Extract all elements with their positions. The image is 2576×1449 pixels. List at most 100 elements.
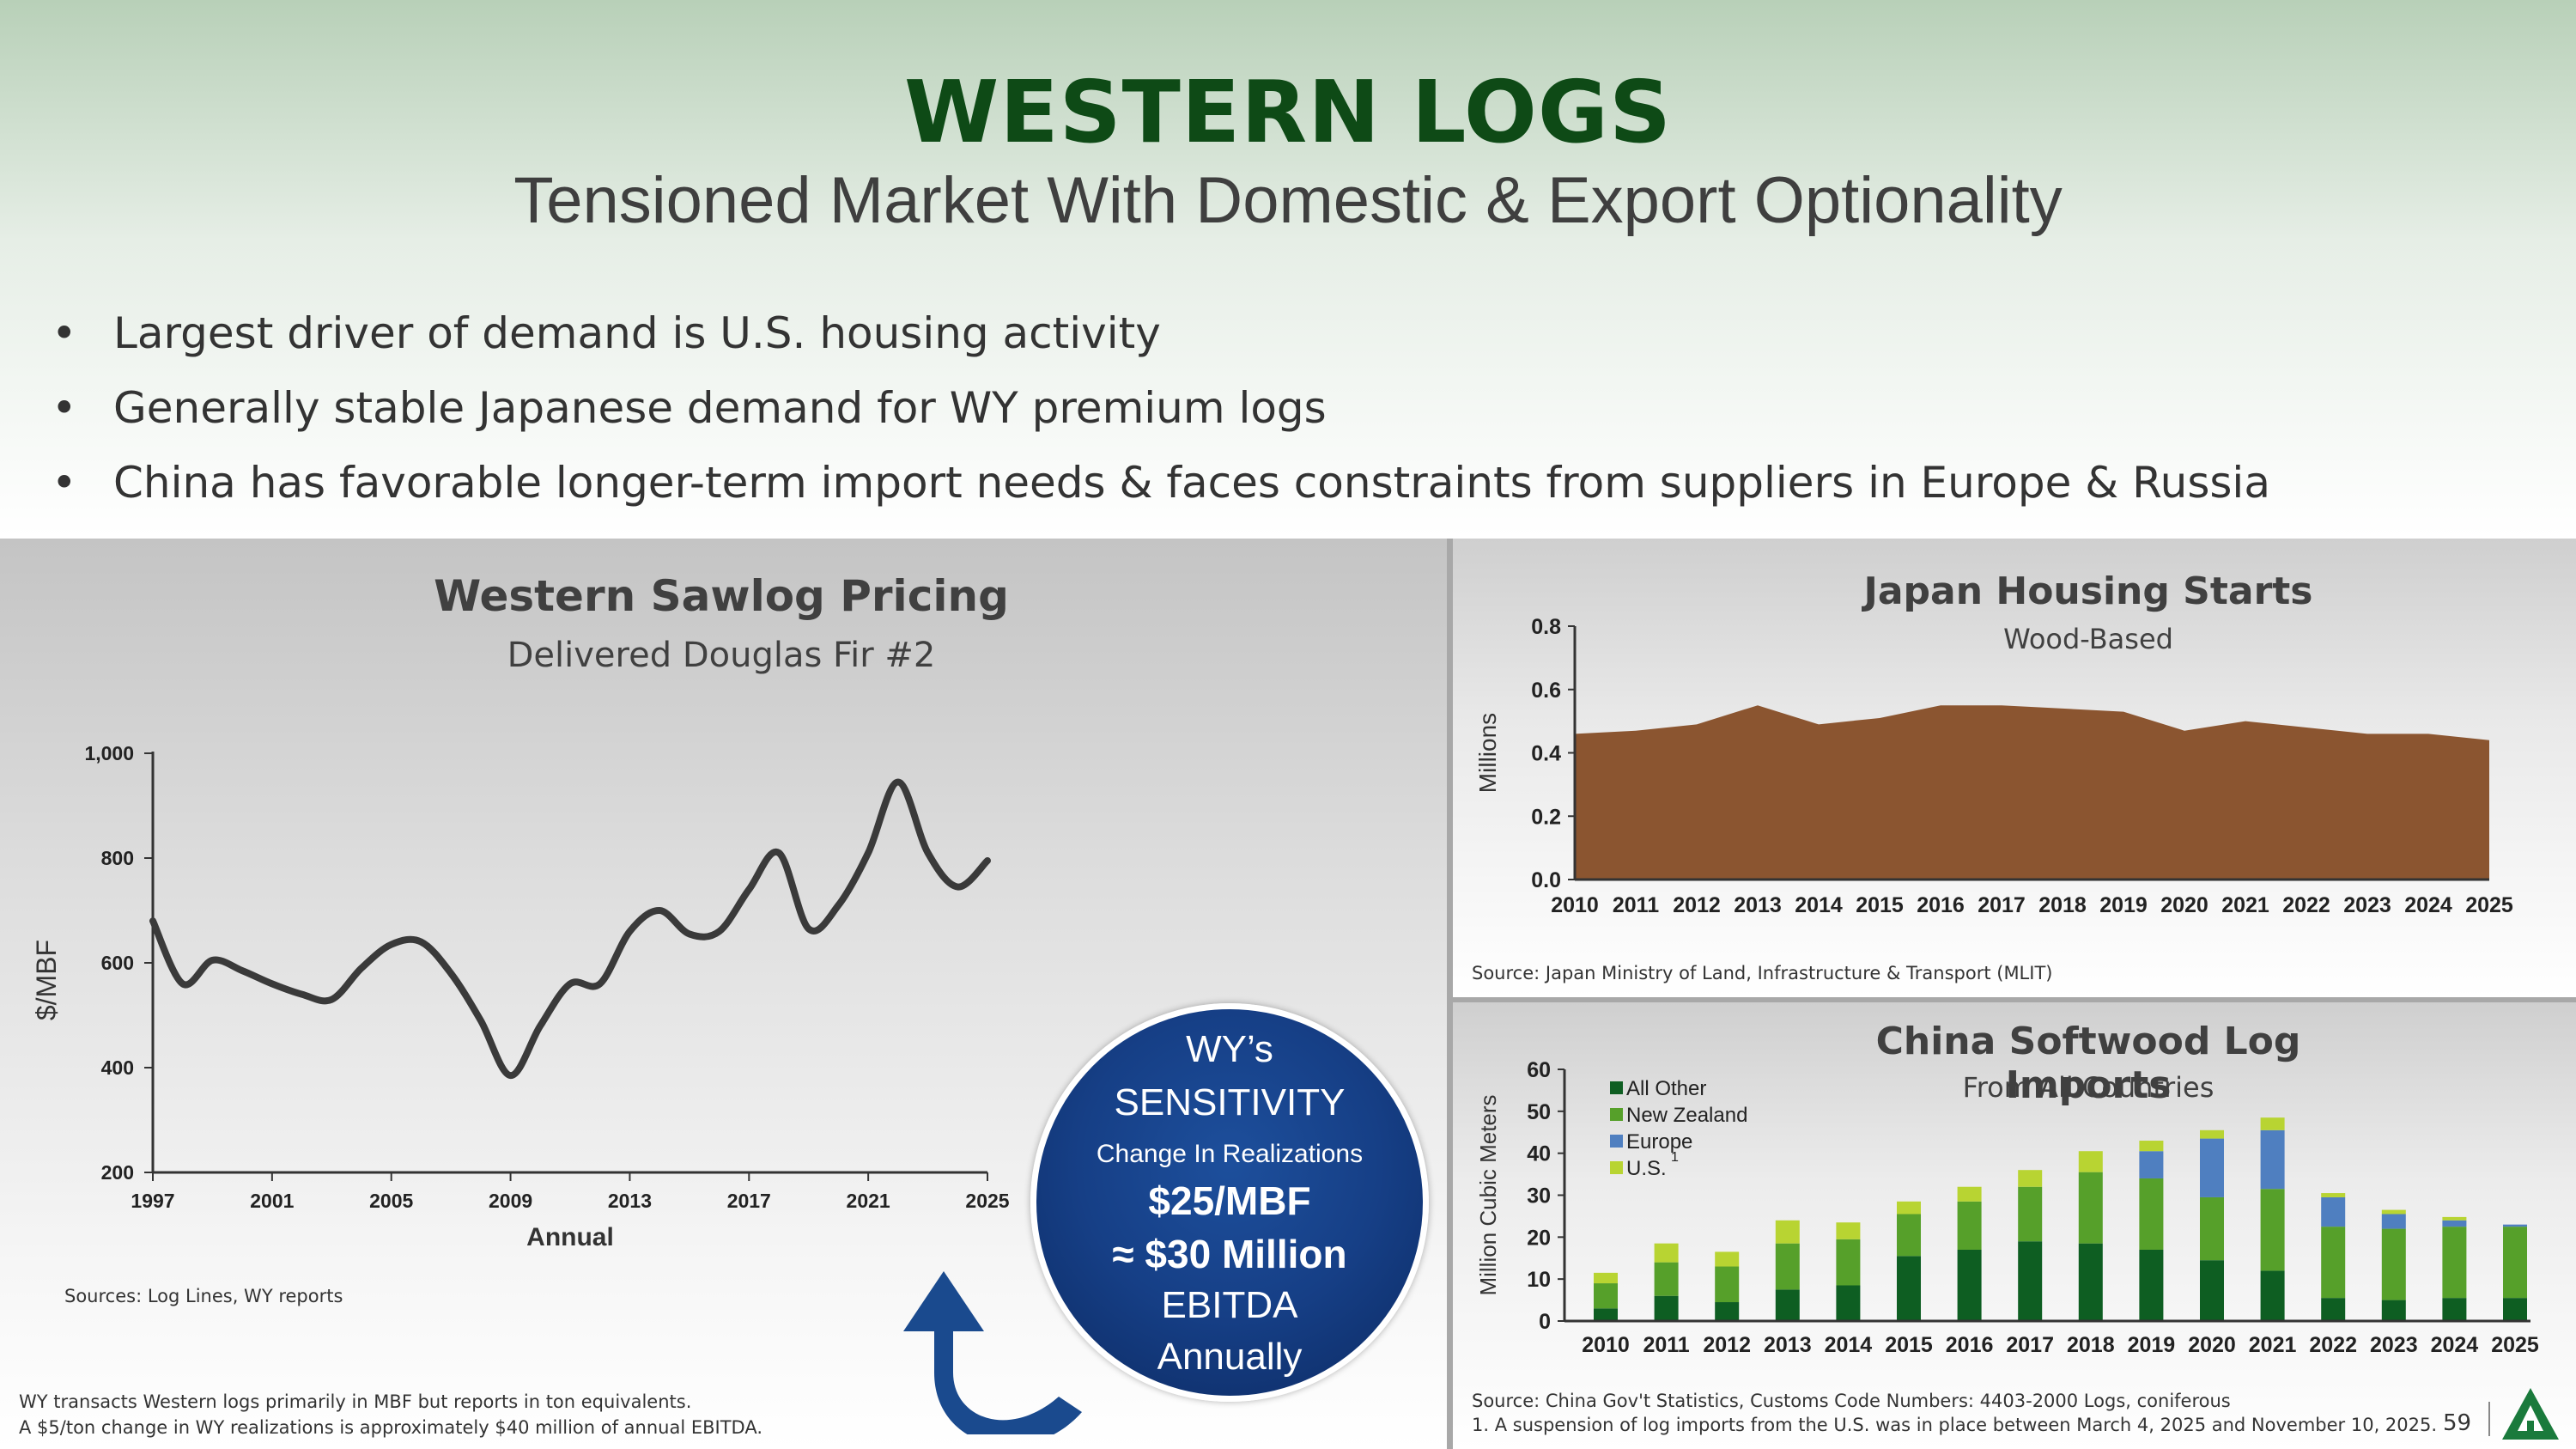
china-bar-new-zealand <box>2321 1227 2346 1299</box>
china-bar-europe <box>2442 1220 2467 1227</box>
page-number: 59 <box>2443 1410 2472 1436</box>
china-bar-all-other <box>1654 1295 1679 1321</box>
china-bar-u-s <box>2442 1216 2467 1221</box>
china-legend-label: All Other <box>1626 1077 1706 1100</box>
china-x-tick-label: 2022 <box>2309 1333 2357 1357</box>
japan-y-axis-label: Millions <box>1474 713 1501 793</box>
china-bar-u-s <box>1836 1222 1861 1239</box>
sensitivity-badge: WY’s SENSITIVITY Change In Realizations … <box>1030 1003 1429 1402</box>
china-stacked-bar-chart: 0 10 20 30 40 50 60 2010 2011 2012 2013 2014 2015 201… <box>1475 1058 2539 1357</box>
sensitivity-line-7: Annually <box>1157 1336 1303 1378</box>
china-bar-new-zealand <box>2200 1196 2224 1261</box>
china-x-tick-label: 2012 <box>1703 1333 1751 1357</box>
china-bar-u-s <box>2381 1209 2406 1215</box>
japan-x-tick-label: 2019 <box>2099 893 2148 917</box>
china-legend-swatch <box>1610 1108 1623 1121</box>
china-bar-all-other <box>1897 1256 1921 1321</box>
japan-x-tick-label: 2011 <box>1613 893 1659 917</box>
sawlog-x-tick-label: 1997 <box>131 1190 174 1212</box>
china-bar-all-other <box>2321 1298 2346 1321</box>
japan-x-tick-label: 2018 <box>2038 893 2087 917</box>
sensitivity-line-4: $25/MBF <box>1148 1178 1311 1223</box>
china-y-tick-label: 50 <box>1527 1100 1551 1124</box>
sawlog-x-tick-label: 2025 <box>965 1190 1009 1212</box>
china-legend-label: New Zealand <box>1626 1104 1747 1127</box>
japan-area <box>1575 705 2489 880</box>
japan-y-tick-label: 0.6 <box>1531 679 1561 703</box>
china-bar-u-s <box>2078 1151 2103 1172</box>
china-bar-all-other <box>2442 1298 2467 1321</box>
china-bar-all-other <box>1715 1302 1740 1321</box>
japan-y-tick-label: 0.2 <box>1531 805 1561 829</box>
china-bar-new-zealand <box>1836 1239 1861 1286</box>
china-chart-title: China Softwood Log Imports <box>1875 1020 2301 1107</box>
china-x-tick-label: 2017 <box>2006 1333 2054 1357</box>
china-bar-europe <box>2503 1224 2527 1227</box>
china-x-tick-label: 2014 <box>1825 1333 1873 1357</box>
china-bar-europe <box>2139 1151 2164 1178</box>
china-bar-all-other <box>2381 1300 2406 1321</box>
sawlog-x-tick-label: 2001 <box>250 1190 294 1212</box>
sawlog-y-tick-label: 800 <box>101 847 134 869</box>
china-bar-u-s <box>2200 1129 2224 1139</box>
sawlog-x-axis-label: Annual <box>526 1223 614 1251</box>
sawlog-chart-subtitle: Delivered Douglas Fir #2 <box>507 636 936 675</box>
sensitivity-line-3: Change In Realizations <box>1096 1140 1364 1168</box>
japan-x-tick-label: 2012 <box>1673 893 1721 917</box>
china-bar-u-s <box>1594 1272 1618 1284</box>
china-bar-all-other <box>1957 1249 1982 1321</box>
china-bar-europe <box>2260 1129 2285 1190</box>
china-bar-new-zealand <box>2442 1227 2467 1299</box>
sawlog-y-tick-label: 1,000 <box>84 742 134 764</box>
japan-x-tick-label: 2022 <box>2282 893 2330 917</box>
china-bar-all-other <box>2078 1243 2103 1321</box>
japan-y-tick-label: 0.0 <box>1531 868 1561 892</box>
china-y-tick-label: 60 <box>1527 1058 1551 1082</box>
china-y-tick-label: 0 <box>1539 1310 1551 1334</box>
china-x-tick-label: 2020 <box>2188 1333 2236 1357</box>
bullet-item: Generally stable Japanese demand for WY … <box>52 371 2270 446</box>
china-x-tick-label: 2021 <box>2249 1333 2297 1357</box>
china-source: Source: China Gov't Statistics, Customs … <box>1472 1391 2231 1411</box>
japan-x-tick-label: 2017 <box>1978 893 2026 917</box>
bullet-list: Largest driver of demand is U.S. housing… <box>52 296 2270 521</box>
panel-divider-vertical <box>1447 539 1453 1449</box>
china-panel: China Softwood Log Imports From All Coun… <box>1453 1002 2576 1449</box>
china-bar-new-zealand <box>2139 1178 2164 1250</box>
japan-x-tick-label: 2010 <box>1551 893 1599 917</box>
china-x-tick-label: 2023 <box>2370 1333 2418 1357</box>
china-bar-new-zealand <box>1654 1262 1679 1296</box>
china-bar-all-other <box>1836 1285 1861 1321</box>
china-bar-u-s <box>2260 1117 2285 1130</box>
japan-x-tick-label: 2024 <box>2404 893 2452 917</box>
china-x-tick-label: 2024 <box>2431 1333 2479 1357</box>
china-x-tick-label: 2025 <box>2491 1333 2539 1357</box>
page-number-divider <box>2488 1402 2490 1436</box>
sawlog-x-tick-label: 2009 <box>489 1190 532 1212</box>
japan-y-tick-label: 0.8 <box>1531 615 1561 639</box>
china-y-tick-label: 40 <box>1527 1142 1551 1166</box>
china-x-tick-label: 2013 <box>1764 1333 1812 1357</box>
page-subtitle: Tensioned Market With Domestic & Export … <box>513 164 2063 237</box>
sawlog-line-chart: 200 400 600 800 1,000 1997 2001 2005 2009 2013 201… <box>31 742 1010 1251</box>
china-x-tick-label: 2010 <box>1582 1333 1630 1357</box>
sensitivity-line-6: EBITDA <box>1161 1284 1298 1326</box>
china-bar-u-s <box>1897 1201 1921 1215</box>
japan-source: Source: Japan Ministry of Land, Infrastr… <box>1472 963 2053 983</box>
sawlog-price-line <box>149 778 991 1080</box>
china-bar-all-other <box>2503 1298 2527 1321</box>
china-legend-footnote-marker: 1 <box>1671 1150 1679 1165</box>
japan-y-tick-label: 0.4 <box>1531 742 1561 766</box>
china-bar-new-zealand <box>2018 1186 2043 1242</box>
japan-chart-title: Japan Housing Starts <box>1863 569 2313 613</box>
sawlog-source: Sources: Log Lines, WY reports <box>64 1286 343 1306</box>
bullet-item: Largest driver of demand is U.S. housing… <box>52 296 2270 371</box>
china-bar-u-s <box>1775 1220 1800 1244</box>
china-x-tick-label: 2018 <box>2067 1333 2115 1357</box>
sawlog-x-tick-label: 2017 <box>727 1190 771 1212</box>
china-bar-europe <box>2200 1138 2224 1197</box>
sawlog-y-tick-label: 600 <box>101 952 134 974</box>
curved-arrow-icon <box>903 1271 1082 1434</box>
china-y-axis-label: Million Cubic Meters <box>1475 1094 1501 1295</box>
china-bar-new-zealand <box>1897 1214 1921 1257</box>
